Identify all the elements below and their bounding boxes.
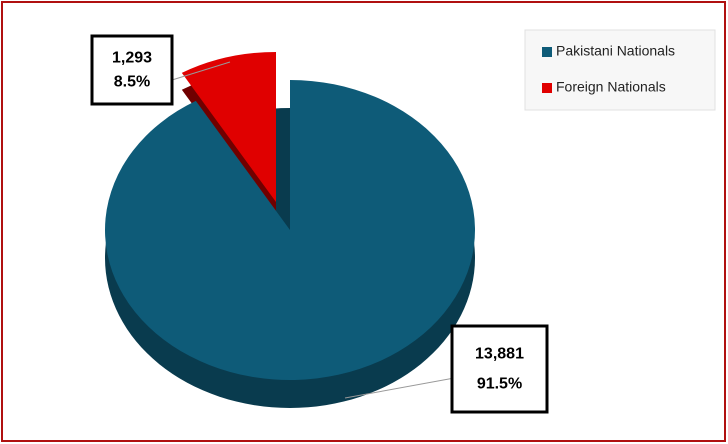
pie-slice: [181, 52, 276, 202]
legend-swatch: [542, 47, 552, 57]
pie-slice: [104, 80, 476, 381]
legend-label: Pakistani Nationals: [556, 43, 675, 59]
data-label-value: 13,881: [475, 346, 524, 363]
data-label-percent: 8.5%: [114, 73, 150, 90]
legend-box: [524, 29, 716, 111]
legend-swatch: [542, 83, 552, 93]
data-label-box: [90, 34, 174, 106]
data-label-box: [450, 324, 549, 414]
leader-line: [171, 61, 231, 81]
legend-label: Foreign Nationals: [556, 79, 666, 95]
data-label-percent: 91.5%: [477, 376, 522, 393]
data-label-value: 1,293: [112, 50, 152, 67]
